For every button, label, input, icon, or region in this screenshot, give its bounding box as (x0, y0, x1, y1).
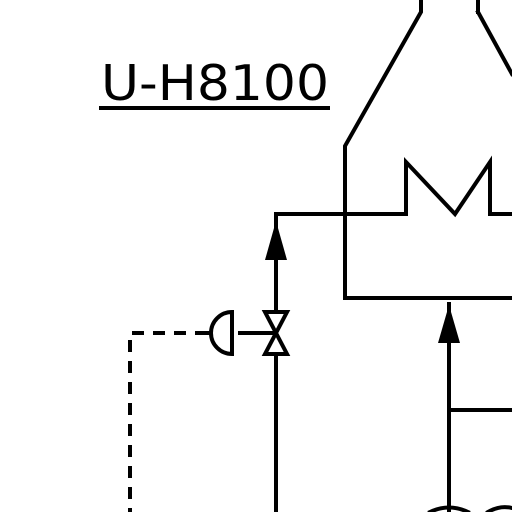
heater-coil (343, 155, 512, 218)
burner-icon (427, 505, 471, 512)
control-valve (195, 309, 291, 357)
equipment-tag-label: U-H8100 (101, 55, 329, 112)
diaphragm-actuator-icon (209, 309, 234, 357)
coil-inlet-pipe (274, 212, 347, 512)
coil-inlet-line (265, 212, 347, 512)
fuel-feed-line (438, 302, 512, 512)
flow-arrow-icon (265, 221, 287, 260)
instrument-signal-line (128, 331, 186, 512)
flow-arrow-icon (438, 305, 460, 343)
heater-unit (343, 0, 512, 300)
heater-stack-left-wall (343, 0, 512, 300)
heater-stack-right-taper (475, 9, 512, 77)
burner-icon (485, 505, 512, 512)
